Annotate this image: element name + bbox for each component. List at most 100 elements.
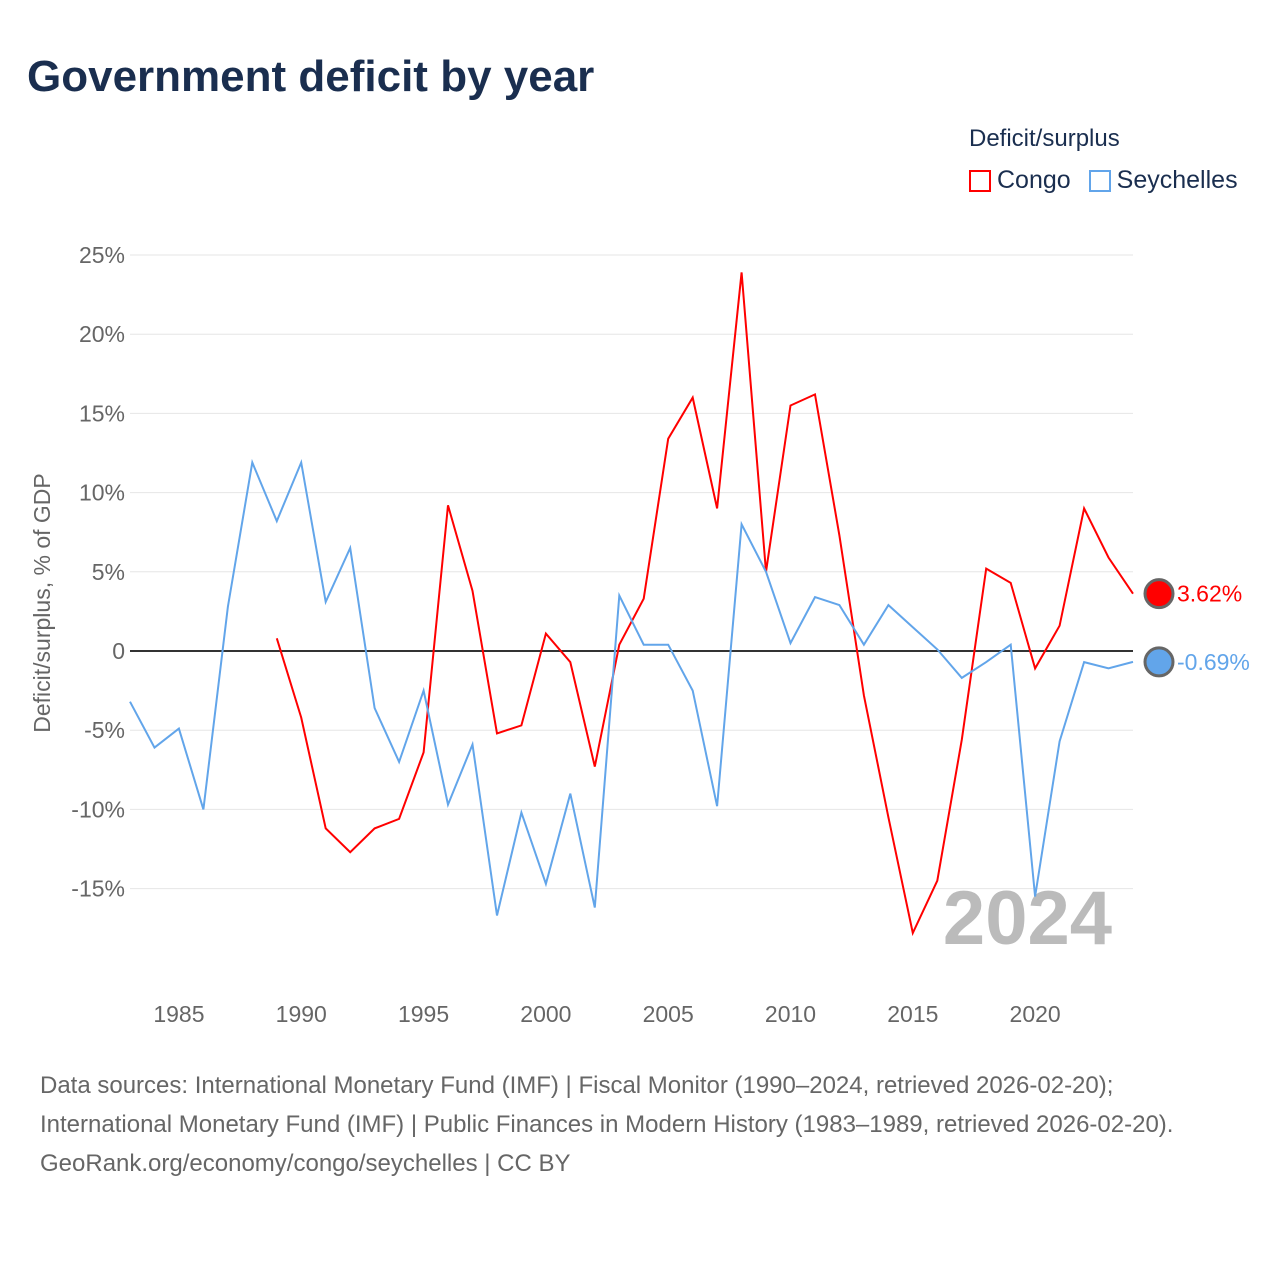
data-point[interactable] bbox=[567, 659, 573, 665]
data-point[interactable] bbox=[690, 395, 696, 401]
data-point[interactable] bbox=[592, 764, 598, 770]
data-point[interactable] bbox=[445, 502, 451, 508]
data-point[interactable] bbox=[812, 391, 818, 397]
data-point[interactable] bbox=[714, 505, 720, 511]
data-point[interactable] bbox=[836, 602, 842, 608]
data-point[interactable] bbox=[910, 930, 916, 936]
y-tick-label: 20% bbox=[79, 321, 125, 347]
data-point[interactable] bbox=[934, 878, 940, 884]
data-point[interactable] bbox=[592, 905, 598, 911]
data-point[interactable] bbox=[1057, 623, 1063, 629]
data-point[interactable] bbox=[861, 642, 867, 648]
data-point[interactable] bbox=[1032, 894, 1038, 900]
data-point[interactable] bbox=[788, 640, 794, 646]
x-tick-label: 2020 bbox=[1010, 1001, 1061, 1027]
data-point[interactable] bbox=[372, 825, 378, 831]
x-tick-label: 2005 bbox=[643, 1001, 694, 1027]
data-point[interactable] bbox=[616, 593, 622, 599]
data-point[interactable] bbox=[151, 745, 157, 751]
data-point[interactable] bbox=[298, 460, 304, 466]
data-point[interactable] bbox=[1081, 659, 1087, 665]
y-tick-label: 0 bbox=[112, 638, 125, 664]
data-point[interactable] bbox=[739, 269, 745, 275]
data-point[interactable] bbox=[249, 460, 255, 466]
data-point[interactable] bbox=[298, 715, 304, 721]
legend-swatch-seychelles bbox=[1088, 169, 1111, 192]
data-point[interactable] bbox=[543, 631, 549, 637]
data-point[interactable] bbox=[1008, 642, 1014, 648]
data-point[interactable] bbox=[910, 624, 916, 630]
data-point[interactable] bbox=[445, 802, 451, 808]
credit-link[interactable]: GeoRank.org/economy/congo/seychelles | C… bbox=[40, 1150, 571, 1177]
data-point[interactable] bbox=[421, 749, 427, 755]
data-point[interactable] bbox=[1130, 659, 1136, 665]
data-point[interactable] bbox=[885, 602, 891, 608]
data-point[interactable] bbox=[274, 635, 280, 641]
data-point[interactable] bbox=[347, 849, 353, 855]
data-point[interactable] bbox=[739, 521, 745, 527]
data-point[interactable] bbox=[1057, 738, 1063, 744]
y-tick-label: -15% bbox=[71, 876, 125, 902]
data-point[interactable] bbox=[1081, 505, 1087, 511]
y-tick-label: -10% bbox=[71, 796, 125, 822]
data-point[interactable] bbox=[372, 705, 378, 711]
data-point[interactable] bbox=[323, 825, 329, 831]
data-point[interactable] bbox=[274, 518, 280, 524]
data-point[interactable] bbox=[323, 599, 329, 605]
data-point[interactable] bbox=[347, 545, 353, 551]
chart-title: Government deficit by year bbox=[27, 52, 595, 101]
data-point[interactable] bbox=[469, 588, 475, 594]
series-line-seychelles[interactable] bbox=[129, 458, 1134, 916]
data-point[interactable] bbox=[494, 730, 500, 736]
legend-item-seychelles[interactable]: Seychelles bbox=[1088, 166, 1238, 195]
data-point[interactable] bbox=[641, 596, 647, 602]
series-line-congo[interactable] bbox=[275, 272, 1134, 937]
data-point[interactable] bbox=[665, 436, 671, 442]
data-point[interactable] bbox=[665, 642, 671, 648]
data-point[interactable] bbox=[1008, 580, 1014, 586]
data-point[interactable] bbox=[567, 791, 573, 797]
y-tick-label: 15% bbox=[79, 400, 125, 426]
data-point[interactable] bbox=[518, 722, 524, 728]
data-point[interactable] bbox=[469, 741, 475, 747]
data-point[interactable] bbox=[1032, 665, 1038, 671]
end-value-label: -0.69% bbox=[1177, 649, 1250, 675]
data-point[interactable] bbox=[690, 688, 696, 694]
data-point[interactable] bbox=[225, 604, 231, 610]
data-point[interactable] bbox=[1130, 591, 1136, 597]
data-point[interactable] bbox=[959, 737, 965, 743]
data-point[interactable] bbox=[885, 814, 891, 820]
data-point[interactable] bbox=[421, 688, 427, 694]
data-point[interactable] bbox=[763, 569, 769, 575]
data-point[interactable] bbox=[127, 699, 133, 705]
data-point[interactable] bbox=[1106, 555, 1112, 561]
data-point[interactable] bbox=[518, 810, 524, 816]
legend: Congo Seychelles bbox=[969, 166, 1238, 195]
data-point[interactable] bbox=[396, 816, 402, 822]
data-point[interactable] bbox=[934, 646, 940, 652]
data-point[interactable] bbox=[983, 659, 989, 665]
data-point[interactable] bbox=[1106, 665, 1112, 671]
data-point[interactable] bbox=[543, 881, 549, 887]
data-point[interactable] bbox=[983, 566, 989, 572]
legend-item-congo[interactable]: Congo bbox=[969, 166, 1071, 195]
data-point[interactable] bbox=[959, 675, 965, 681]
data-point[interactable] bbox=[714, 803, 720, 809]
end-marker-flag-icon bbox=[1143, 646, 1175, 678]
data-point[interactable] bbox=[812, 594, 818, 600]
legend-label: Congo bbox=[997, 166, 1071, 194]
data-point[interactable] bbox=[788, 402, 794, 408]
data-point[interactable] bbox=[396, 759, 402, 765]
data-point[interactable] bbox=[861, 692, 867, 698]
legend-title: Deficit/surplus bbox=[969, 125, 1120, 152]
data-point[interactable] bbox=[176, 726, 182, 732]
footer: Data sources: International Monetary Fun… bbox=[40, 1066, 1240, 1183]
data-point[interactable] bbox=[200, 806, 206, 812]
data-point[interactable] bbox=[641, 642, 647, 648]
data-point[interactable] bbox=[616, 642, 622, 648]
x-tick-label: 1985 bbox=[153, 1001, 204, 1027]
data-point[interactable] bbox=[494, 913, 500, 919]
data-point[interactable] bbox=[836, 532, 842, 538]
